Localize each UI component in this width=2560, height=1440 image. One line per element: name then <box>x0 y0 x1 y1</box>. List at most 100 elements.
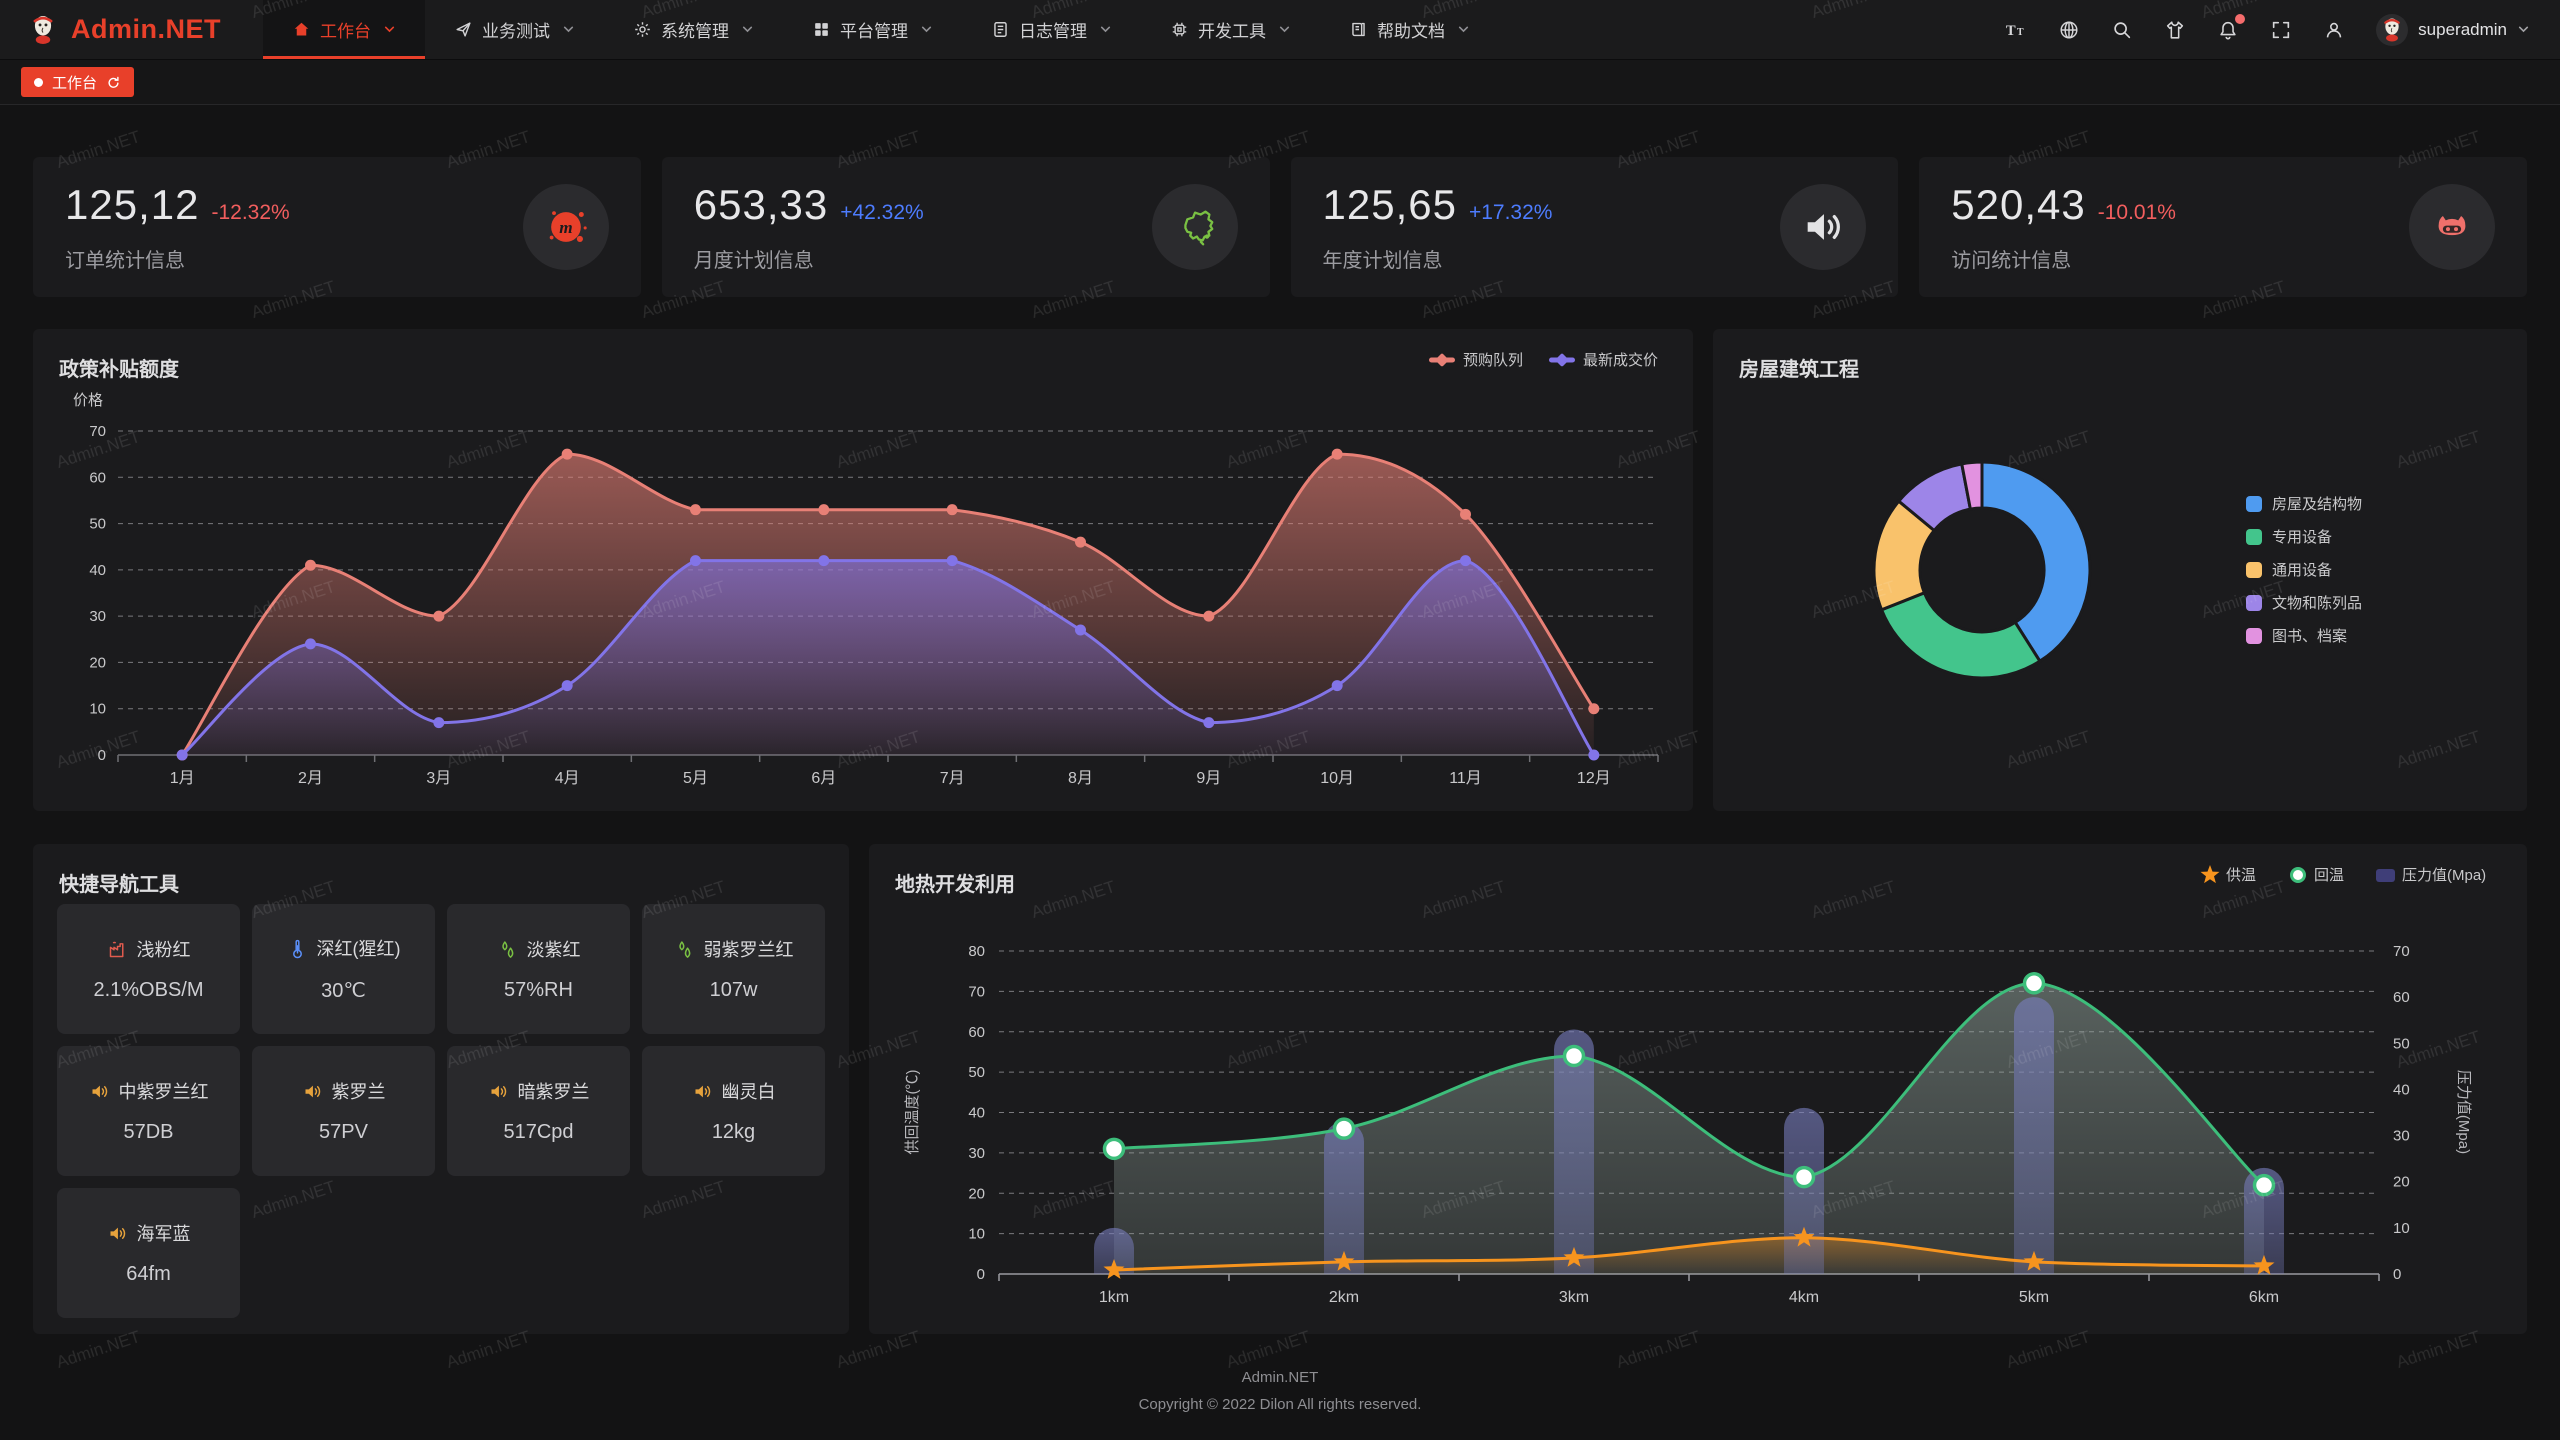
data-point[interactable] <box>818 555 830 567</box>
svg-text:房屋及结构物: 房屋及结构物 <box>2272 496 2362 513</box>
data-point[interactable] <box>1460 508 1471 520</box>
data-point[interactable] <box>433 610 445 622</box>
data-point[interactable] <box>1075 624 1086 636</box>
language-icon[interactable] <box>2058 19 2080 41</box>
stat-value: 125,65 <box>1322 181 1457 228</box>
bar[interactable] <box>1094 1227 1134 1274</box>
bar[interactable] <box>1554 1029 1594 1274</box>
bar[interactable] <box>2244 1167 2284 1274</box>
nav-item-dev-tools[interactable]: 开发工具 <box>1141 0 1320 59</box>
refresh-icon[interactable] <box>106 75 121 90</box>
data-point[interactable] <box>305 638 316 650</box>
data-point[interactable] <box>1203 717 1215 729</box>
data-point[interactable] <box>305 559 316 571</box>
quick-nav-title: 快捷导航工具 <box>59 874 179 896</box>
charts-row: 政策补贴额度 1月 2月 3月 4月 5月 6月 7月 8月 9月 10月 11月 12月 0 10 20 3… <box>33 329 2527 811</box>
legend-item[interactable]: 通用设备 <box>2246 562 2332 579</box>
svg-text:价格: 价格 <box>73 392 103 409</box>
data-point[interactable] <box>1460 555 1471 567</box>
pie-slice[interactable] <box>1960 460 1984 511</box>
quick-nav-item-5[interactable]: 中紫罗兰红 57DB <box>57 1046 240 1176</box>
svg-text:3km: 3km <box>1559 1289 1589 1306</box>
search-icon[interactable] <box>2111 19 2133 41</box>
data-point[interactable] <box>561 680 573 692</box>
data-point[interactable] <box>1103 1259 1125 1279</box>
svg-text:专用设备: 专用设备 <box>2272 529 2332 546</box>
bar[interactable] <box>1324 1121 1364 1274</box>
nav-item-log-manage[interactable]: 日志管理 <box>962 0 1141 59</box>
nav-item-system-manage[interactable]: 系统管理 <box>604 0 783 59</box>
chevron-down-icon <box>1457 23 1470 36</box>
data-point[interactable] <box>1075 536 1086 548</box>
data-point[interactable] <box>2252 1173 2276 1197</box>
tab-workbench[interactable]: 工作台 <box>21 67 135 97</box>
data-point[interactable] <box>690 504 701 516</box>
legend-item[interactable]: 最新成交价 <box>1549 351 1658 369</box>
theme-icon[interactable] <box>2164 19 2186 41</box>
legend-item[interactable]: 房屋及结构物 <box>2246 496 2362 513</box>
legend-item[interactable]: 文物和陈列品 <box>2246 594 2362 612</box>
bar[interactable] <box>1784 1107 1824 1274</box>
quick-nav-item-7[interactable]: 暗紫罗兰 517Cpd <box>447 1046 630 1176</box>
data-point[interactable] <box>1588 703 1600 715</box>
data-point[interactable] <box>946 504 958 516</box>
data-point[interactable] <box>1792 1165 1816 1189</box>
legend-item[interactable]: 预购队列 <box>1429 352 1523 369</box>
user-icon[interactable] <box>2323 19 2345 41</box>
fullscreen-icon[interactable] <box>2270 19 2292 41</box>
data-point[interactable] <box>1203 610 1215 622</box>
data-point[interactable] <box>1102 1137 1126 1161</box>
nav-item-workbench[interactable]: 工作台 <box>263 0 425 59</box>
legend-item[interactable]: 图书、档案 <box>2246 627 2347 645</box>
data-point[interactable] <box>2023 1250 2045 1271</box>
app-logo[interactable]: Admin.NET <box>0 0 263 59</box>
quick-nav-card: 快捷导航工具 浅粉红 2.1%OBS/M 深红(猩红) 30℃ 淡紫红 57%RH 弱紫罗兰… <box>33 844 849 1334</box>
data-point[interactable] <box>1793 1226 1815 1247</box>
nav-item-business-test[interactable]: 业务测试 <box>425 0 604 59</box>
data-point[interactable] <box>1563 1246 1585 1267</box>
data-point[interactable] <box>561 448 573 460</box>
quick-nav-item-label: 中紫罗兰红 <box>118 1082 209 1102</box>
quick-nav-item-label: 浅粉红 <box>136 940 191 960</box>
bar[interactable] <box>2014 997 2054 1274</box>
quick-nav-item-head: 深红(猩红) <box>287 935 401 961</box>
data-point[interactable] <box>2022 972 2046 995</box>
data-point[interactable] <box>1332 1117 1356 1140</box>
logo-text: Admin.NET <box>71 14 221 44</box>
pie-slice[interactable] <box>1879 590 2042 680</box>
data-point[interactable] <box>176 749 188 761</box>
quick-nav-item-2[interactable]: 深红(猩红) 30℃ <box>252 904 435 1034</box>
nav-item-platform-manage[interactable]: 平台管理 <box>783 0 962 59</box>
data-point[interactable] <box>1333 1250 1355 1271</box>
svg-text:12月: 12月 <box>1577 770 1611 787</box>
data-point[interactable] <box>946 555 958 567</box>
quick-nav-item-6[interactable]: 紫罗兰 57PV <box>252 1046 435 1176</box>
data-point[interactable] <box>433 717 445 729</box>
data-point[interactable] <box>818 504 830 516</box>
svg-text:20: 20 <box>2393 1174 2410 1191</box>
quick-nav-item-3[interactable]: 淡紫红 57%RH <box>447 904 630 1034</box>
legend-item[interactable]: 压力值(Mpa) <box>2376 867 2486 884</box>
data-point[interactable] <box>1588 749 1600 761</box>
svg-text:40: 40 <box>968 1105 985 1122</box>
bell-icon[interactable] <box>2217 13 2246 41</box>
building-donut-chart-card: 房屋建筑工程 房屋及结构物 专用设备 通用设备 文物和陈列品 图书、档案 <box>1713 329 2527 811</box>
quick-nav-item-1[interactable]: 浅粉红 2.1%OBS/M <box>57 904 240 1034</box>
data-point[interactable] <box>1331 680 1343 692</box>
data-point[interactable] <box>2253 1254 2275 1275</box>
user-menu[interactable]: superadmin <box>2376 13 2530 46</box>
svg-text:T: T <box>2017 27 2024 38</box>
quick-nav-item-head: 海军蓝 <box>107 1220 191 1246</box>
quick-nav-item-9[interactable]: 海军蓝 64fm <box>57 1188 240 1318</box>
legend-item[interactable]: 供温 <box>2200 865 2257 884</box>
data-point[interactable] <box>690 555 701 567</box>
legend-item[interactable]: 专用设备 <box>2246 529 2332 546</box>
nav-item-help-docs[interactable]: 帮助文档 <box>1320 0 1499 59</box>
legend-item[interactable]: 回温 <box>2290 867 2345 884</box>
data-point[interactable] <box>1562 1044 1586 1068</box>
data-point[interactable] <box>1331 448 1343 460</box>
quick-nav-item-8[interactable]: 幽灵白 12kg <box>642 1046 825 1176</box>
pie-slice[interactable] <box>1980 460 2092 664</box>
quick-nav-item-4[interactable]: 弱紫罗兰红 107w <box>642 904 825 1034</box>
